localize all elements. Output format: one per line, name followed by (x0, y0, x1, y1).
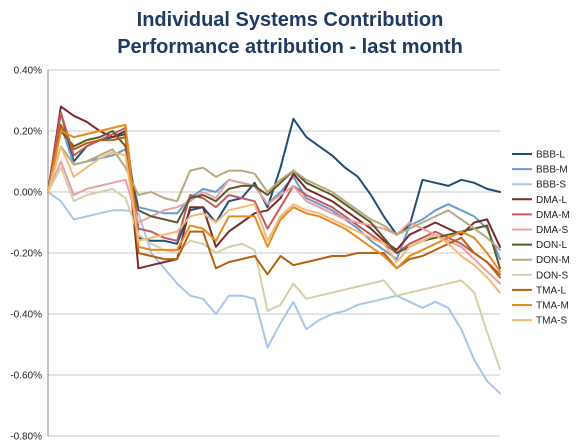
legend-label-bbb-s: BBB-S (536, 180, 566, 191)
legend-label-dma-m: DMA-M (536, 210, 570, 221)
series-line-tma-s (47, 145, 501, 294)
series-line-bbb-s (47, 191, 501, 395)
y-tick-label: 0.20% (14, 127, 42, 138)
series-line-don-m (47, 145, 501, 251)
legend-label-tma-s: TMA-S (536, 316, 567, 327)
gridlines (48, 69, 500, 437)
legend-label-dma-s: DMA-S (536, 225, 569, 236)
series-line-don-s (47, 166, 501, 370)
legend-label-don-s: DON-S (536, 270, 569, 281)
y-tick-label: 0.40% (14, 66, 42, 77)
legend: BBB-L BBB-M BBB-S DMA-L DMA-M DMA-S DON-L DON-M… (512, 150, 570, 327)
series-line-bbb-m (47, 123, 501, 261)
series-line-dma-s (47, 160, 501, 285)
series-line-dma-l (47, 105, 501, 270)
chart-subtitle: Performance attribution - last month (117, 36, 463, 58)
series-line-tma-m (47, 123, 501, 273)
legend-label-tma-l: TMA-L (536, 285, 566, 296)
legend-label-bbb-m: BBB-M (536, 165, 568, 176)
series-line-tma-l (47, 123, 501, 279)
legend-label-don-l: DON-L (536, 240, 568, 251)
axes: 0.40% 0.20% 0.00% -0.20% -0.40% -0.60% -0.80% (10, 66, 49, 443)
legend-label-tma-m: TMA-M (536, 301, 569, 312)
legend-label-don-m: DON-M (536, 255, 570, 266)
series-line-dma-m (47, 111, 501, 276)
chart-title: Individual Systems Contribution (137, 9, 444, 31)
series-lines (47, 105, 501, 395)
y-tick-label: -0.80% (10, 432, 42, 443)
y-tick-label: -0.20% (10, 249, 42, 260)
legend-label-bbb-l: BBB-L (536, 150, 565, 161)
legend-label-dma-l: DMA-L (536, 195, 568, 206)
y-tick-label: -0.40% (10, 310, 42, 321)
y-tick-label: -0.60% (10, 371, 42, 382)
series-line-bbb-l (47, 111, 501, 245)
y-tick-label: 0.00% (14, 188, 42, 199)
